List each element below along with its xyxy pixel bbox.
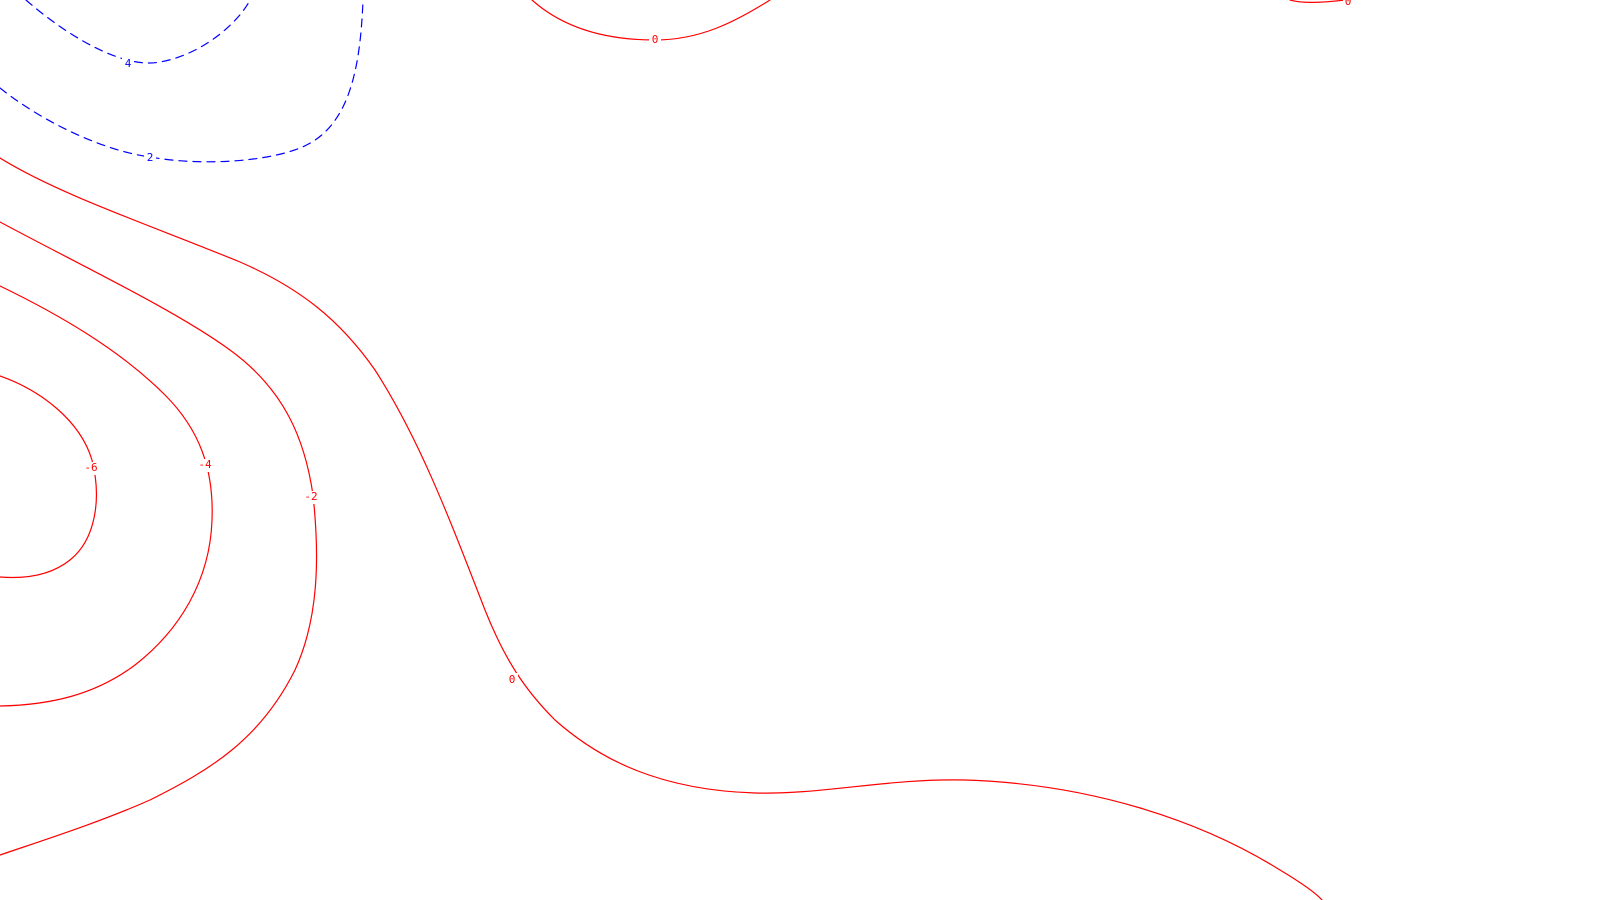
label-blue-2: 2 <box>147 151 154 164</box>
contour-red-minus-6 <box>0 375 97 579</box>
label-red-0-corner: 0 <box>1345 0 1352 8</box>
contour-red-minus-4 <box>0 285 213 707</box>
label-red-0-main: 0 <box>509 673 516 686</box>
contour-red-0-main <box>0 157 1323 900</box>
label-red-minus-2: -2 <box>304 490 317 503</box>
contour-red-0-corner <box>1289 0 1346 3</box>
label-blue-4: 4 <box>125 57 132 70</box>
label-red-0-top: 0 <box>652 33 659 46</box>
contour-blue-top-arc <box>25 0 251 64</box>
contour-blue-4 <box>26 0 250 65</box>
contour-red-minus-2 <box>0 221 318 856</box>
contour-blue-2 <box>0 0 364 163</box>
label-red-minus-6: -6 <box>84 461 97 474</box>
contour-labels: 4 2 0 0 0 -2 -4 -6 <box>83 0 1353 686</box>
label-red-minus-4: -4 <box>198 458 212 471</box>
